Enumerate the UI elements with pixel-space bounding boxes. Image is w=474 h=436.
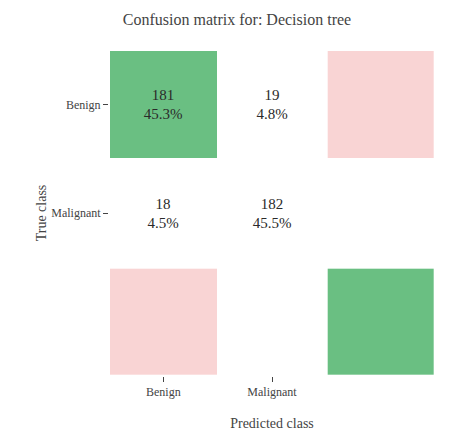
svg-text:Confusion matrix for: Decision: Confusion matrix for: Decision tree [123,11,351,28]
svg-text:194.8%: 194.8% [256,87,287,123]
svg-text:184.5%: 184.5% [147,196,178,232]
svg-text:Malignant: Malignant [51,206,101,220]
svg-text:True class: True class [34,185,49,242]
svg-text:18145.3%: 18145.3% [144,87,183,123]
svg-text:Benign: Benign [66,98,101,112]
svg-text:18245.5%: 18245.5% [253,196,292,232]
svg-text:Benign: Benign [146,385,181,399]
svg-text:Malignant: Malignant [247,385,297,399]
svg-text:Predicted class: Predicted class [230,416,314,431]
